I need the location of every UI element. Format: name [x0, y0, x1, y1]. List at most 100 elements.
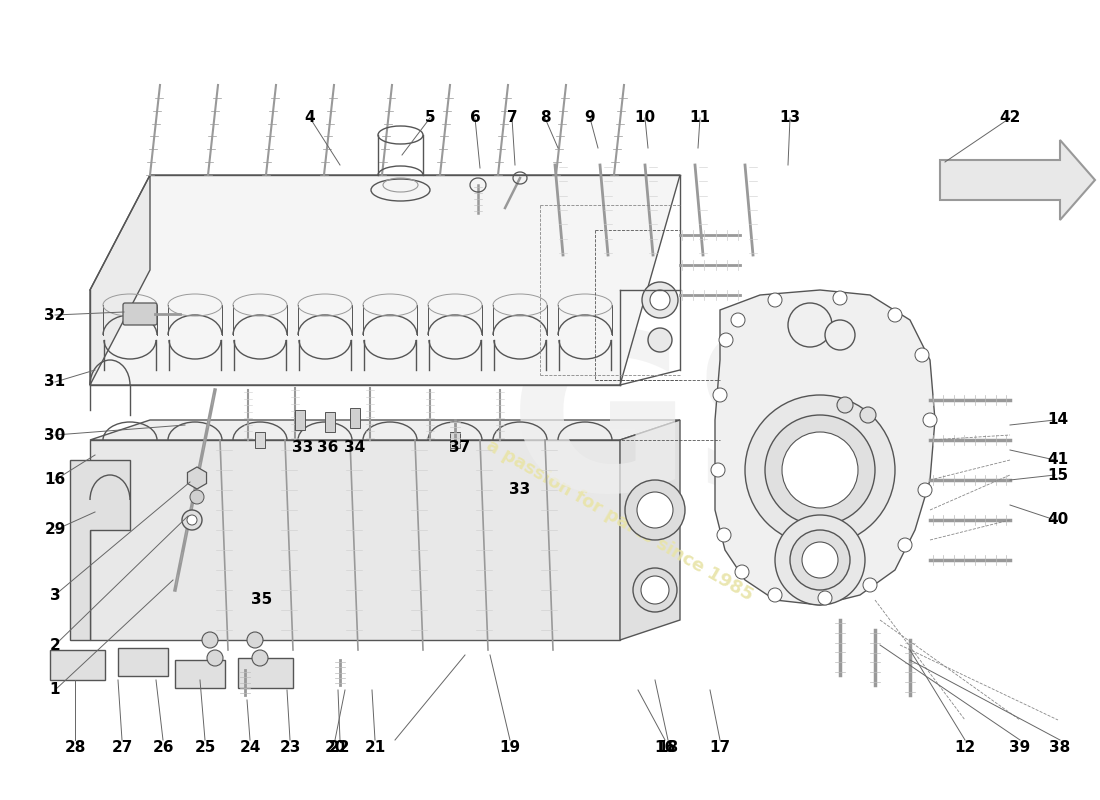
Circle shape [860, 407, 876, 423]
Text: 2: 2 [50, 638, 60, 653]
Bar [255, 432, 265, 448]
Text: 24: 24 [240, 741, 261, 755]
Text: 21: 21 [364, 741, 386, 755]
Circle shape [790, 530, 850, 590]
Text: 35: 35 [252, 593, 273, 607]
Polygon shape [620, 420, 680, 640]
Text: 15: 15 [1047, 467, 1068, 482]
Circle shape [833, 291, 847, 305]
Text: 26: 26 [152, 741, 174, 755]
Bar [350, 408, 360, 428]
Text: 6: 6 [470, 110, 481, 126]
Text: 16: 16 [44, 473, 66, 487]
Circle shape [768, 293, 782, 307]
Text: 7: 7 [507, 110, 517, 126]
Bar [118, 648, 168, 676]
Circle shape [764, 415, 875, 525]
Circle shape [923, 413, 937, 427]
Text: 27: 27 [111, 741, 133, 755]
Text: 14: 14 [1047, 413, 1068, 427]
Text: 41: 41 [1047, 453, 1068, 467]
Polygon shape [90, 175, 680, 385]
Text: 40: 40 [1047, 513, 1068, 527]
Circle shape [187, 515, 197, 525]
Circle shape [864, 578, 877, 592]
Circle shape [898, 538, 912, 552]
Circle shape [252, 650, 268, 666]
Text: 9: 9 [585, 110, 595, 126]
Circle shape [642, 282, 678, 318]
Circle shape [637, 492, 673, 528]
Circle shape [782, 432, 858, 508]
Circle shape [625, 480, 685, 540]
Text: 36: 36 [317, 441, 339, 455]
Text: 32: 32 [44, 307, 66, 322]
Circle shape [182, 510, 202, 530]
Circle shape [190, 490, 204, 504]
Circle shape [732, 313, 745, 327]
Circle shape [888, 308, 902, 322]
Bar [295, 410, 305, 430]
Text: 1: 1 [50, 682, 60, 698]
Text: 29: 29 [44, 522, 66, 538]
Text: 18: 18 [658, 741, 679, 755]
Text: 31: 31 [44, 374, 66, 390]
Text: 33: 33 [509, 482, 530, 498]
Circle shape [915, 348, 930, 362]
Text: 30: 30 [44, 427, 66, 442]
Polygon shape [90, 175, 150, 385]
Circle shape [776, 515, 865, 605]
Text: 19: 19 [499, 741, 520, 755]
Text: 33: 33 [293, 441, 314, 455]
Text: 22: 22 [329, 741, 351, 755]
Text: 23: 23 [279, 741, 300, 755]
Text: a passion for parts since 1985: a passion for parts since 1985 [483, 436, 757, 604]
Circle shape [641, 576, 669, 604]
Text: 42: 42 [999, 110, 1021, 126]
Polygon shape [715, 290, 935, 605]
Text: 17: 17 [710, 741, 730, 755]
Circle shape [837, 397, 852, 413]
Circle shape [918, 483, 932, 497]
Bar [324, 412, 336, 432]
Circle shape [648, 328, 672, 352]
Polygon shape [187, 467, 207, 489]
Text: 13: 13 [780, 110, 801, 126]
Circle shape [632, 568, 676, 612]
Text: 11: 11 [690, 110, 711, 126]
Text: 28: 28 [64, 741, 86, 755]
Text: 25: 25 [195, 741, 216, 755]
Circle shape [717, 528, 732, 542]
Polygon shape [90, 440, 620, 640]
Bar [50, 650, 104, 680]
Text: GS: GS [508, 323, 851, 537]
Circle shape [745, 395, 895, 545]
Circle shape [735, 565, 749, 579]
Polygon shape [940, 140, 1094, 220]
Circle shape [719, 333, 733, 347]
Circle shape [768, 588, 782, 602]
Bar [175, 660, 226, 688]
Circle shape [788, 303, 832, 347]
Text: 5: 5 [425, 110, 436, 126]
Text: 10: 10 [635, 110, 656, 126]
Text: 38: 38 [1049, 741, 1070, 755]
Circle shape [207, 650, 223, 666]
Circle shape [818, 591, 832, 605]
Polygon shape [70, 460, 130, 640]
FancyBboxPatch shape [123, 303, 157, 325]
Text: 34: 34 [344, 441, 365, 455]
Circle shape [711, 463, 725, 477]
Circle shape [248, 632, 263, 648]
Text: 20: 20 [324, 741, 345, 755]
Bar [450, 432, 460, 448]
Circle shape [825, 320, 855, 350]
Text: 39: 39 [1010, 741, 1031, 755]
Circle shape [713, 388, 727, 402]
Bar [238, 658, 293, 688]
Text: 8: 8 [540, 110, 550, 126]
Text: 4: 4 [305, 110, 316, 126]
Circle shape [802, 542, 838, 578]
Text: 12: 12 [955, 741, 976, 755]
Text: 3: 3 [50, 587, 60, 602]
